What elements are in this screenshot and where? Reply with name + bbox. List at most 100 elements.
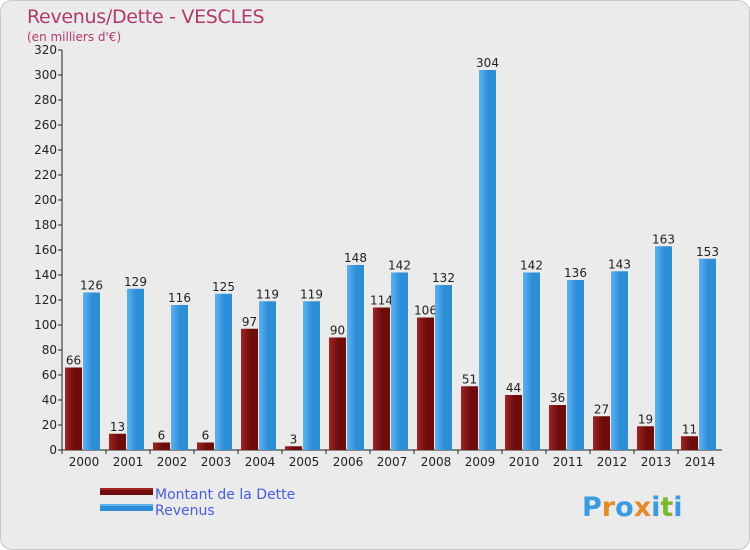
revenue-value-label: 153 xyxy=(696,245,719,259)
debt-bar xyxy=(593,416,610,450)
debt-bar xyxy=(153,442,170,450)
debt-value-label: 27 xyxy=(594,402,609,416)
revenue-value-label: 116 xyxy=(168,291,191,305)
revenue-bar xyxy=(303,301,320,450)
legend-swatch xyxy=(100,488,153,495)
x-tick-label: 2009 xyxy=(465,455,496,469)
x-tick-label: 2001 xyxy=(113,455,144,469)
debt-value-label: 19 xyxy=(638,412,653,426)
revenue-value-label: 132 xyxy=(432,271,455,285)
debt-value-label: 97 xyxy=(242,315,257,329)
revenue-bar xyxy=(347,265,364,450)
y-tick-label: 240 xyxy=(34,143,57,157)
revenue-bar xyxy=(523,272,540,450)
revenue-bar xyxy=(655,246,672,450)
debt-bar xyxy=(681,436,698,450)
debt-value-label: 13 xyxy=(110,420,125,434)
revenue-value-label: 163 xyxy=(652,232,675,246)
revenue-bar xyxy=(83,292,100,450)
debt-bar xyxy=(197,442,214,450)
y-tick-label: 20 xyxy=(42,418,57,432)
x-tick-label: 2007 xyxy=(377,455,408,469)
debt-value-label: 11 xyxy=(682,422,697,436)
x-tick-label: 2006 xyxy=(333,455,364,469)
revenue-bar xyxy=(479,70,496,450)
debt-value-label: 6 xyxy=(202,429,210,443)
debt-bar xyxy=(417,317,434,450)
y-tick-label: 260 xyxy=(34,118,57,132)
legend-label: Montant de la Dette xyxy=(155,487,295,503)
x-tick-label: 2012 xyxy=(597,455,628,469)
x-tick-label: 2013 xyxy=(641,455,672,469)
y-tick-label: 120 xyxy=(34,293,57,307)
revenue-value-label: 142 xyxy=(520,259,543,273)
y-tick-label: 60 xyxy=(42,368,57,382)
revenue-value-label: 119 xyxy=(300,287,323,301)
debt-value-label: 36 xyxy=(550,391,565,405)
debt-value-label: 51 xyxy=(462,372,477,386)
revenue-bar xyxy=(127,288,144,450)
debt-value-label: 90 xyxy=(330,324,345,338)
debt-bar xyxy=(65,367,82,450)
x-tick-label: 2010 xyxy=(509,455,540,469)
revenue-value-label: 126 xyxy=(80,279,103,293)
revenue-value-label: 148 xyxy=(344,251,367,265)
y-tick-label: 160 xyxy=(34,243,57,257)
debt-bar xyxy=(637,426,654,450)
debt-bar xyxy=(109,433,126,450)
x-tick-label: 2004 xyxy=(245,455,276,469)
y-tick-label: 300 xyxy=(34,68,57,82)
debt-value-label: 3 xyxy=(290,432,298,446)
debt-bar xyxy=(461,386,478,450)
revenue-bar xyxy=(567,280,584,450)
legend-swatch-highlight xyxy=(100,504,153,506)
legend-swatch xyxy=(100,504,153,511)
revenue-value-label: 129 xyxy=(124,275,147,289)
x-tick-label: 2008 xyxy=(421,455,452,469)
revenue-bar xyxy=(611,271,628,450)
revenue-bar xyxy=(435,285,452,450)
revenue-bar xyxy=(259,301,276,450)
debt-bar xyxy=(505,395,522,450)
x-tick-label: 2003 xyxy=(201,455,232,469)
x-tick-label: 2005 xyxy=(289,455,320,469)
y-tick-label: 80 xyxy=(42,343,57,357)
revenue-bar xyxy=(391,272,408,450)
chart-title: Revenus/Dette - VESCLES xyxy=(27,6,265,28)
debt-bar xyxy=(241,328,258,450)
revenue-value-label: 143 xyxy=(608,257,631,271)
revenue-bar xyxy=(215,293,232,450)
y-tick-label: 0 xyxy=(49,443,57,457)
debt-bar xyxy=(285,446,302,450)
revenue-value-label: 119 xyxy=(256,287,279,301)
y-tick-label: 140 xyxy=(34,268,57,282)
x-tick-label: 2011 xyxy=(553,455,584,469)
revenue-value-label: 136 xyxy=(564,266,587,280)
y-tick-label: 40 xyxy=(42,393,57,407)
debt-value-label: 114 xyxy=(370,294,393,308)
debt-bar xyxy=(549,405,566,450)
revenue-value-label: 142 xyxy=(388,259,411,273)
debt-value-label: 44 xyxy=(506,381,521,395)
revenue-bar xyxy=(699,258,716,450)
debt-value-label: 6 xyxy=(158,429,166,443)
chart-subtitle: (en milliers d'€) xyxy=(27,30,122,44)
debt-bar xyxy=(329,337,346,450)
y-tick-label: 200 xyxy=(34,193,57,207)
y-tick-label: 280 xyxy=(34,93,57,107)
proxiti-logo: Proxiti xyxy=(582,492,683,523)
revenue-value-label: 304 xyxy=(476,56,499,70)
revenue-value-label: 125 xyxy=(212,280,235,294)
debt-bar xyxy=(373,307,390,450)
y-tick-label: 100 xyxy=(34,318,57,332)
y-tick-label: 320 xyxy=(34,43,57,57)
revenue-bar xyxy=(171,305,188,450)
x-tick-label: 2014 xyxy=(685,455,716,469)
debt-value-label: 66 xyxy=(66,354,81,368)
x-tick-label: 2002 xyxy=(157,455,188,469)
legend-label: Revenus xyxy=(155,503,215,519)
debt-value-label: 106 xyxy=(414,304,437,318)
y-tick-label: 180 xyxy=(34,218,57,232)
x-tick-label: 2000 xyxy=(69,455,100,469)
